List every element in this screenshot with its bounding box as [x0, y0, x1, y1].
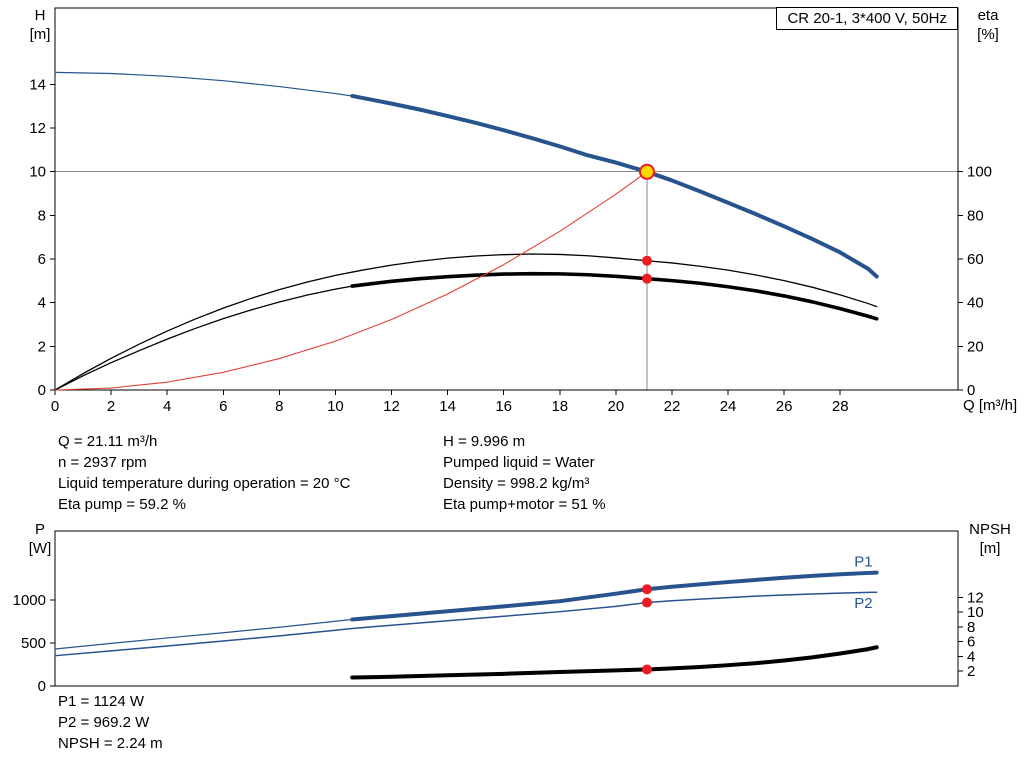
duty-point-qh — [638, 163, 655, 180]
y-right-tick-label: 100 — [967, 164, 992, 181]
pump-model-title: CR 20-1, 3*400 V, 50Hz — [776, 7, 958, 30]
qh-curve-thick — [350, 93, 879, 279]
series-label-P2: P2 — [854, 595, 872, 612]
h-axis-symbol: H — [34, 7, 46, 24]
eta-axis-symbol: eta — [977, 7, 999, 24]
p-axis-label: P [W] — [18, 520, 62, 558]
qh-eta-chart-frame — [54, 7, 959, 391]
y-right-tick-label: 6 — [967, 634, 975, 651]
power-npsh-chart-frame — [54, 530, 959, 687]
operating-data-right: H = 9.996 m Pumped liquid = Water Densit… — [443, 431, 606, 515]
duty-point-p2 — [641, 597, 652, 608]
y-right-tick-label: 12 — [967, 589, 984, 606]
eta-pump-motor-curve-thin — [54, 285, 353, 391]
x-tick-label: 28 — [832, 398, 849, 415]
x-tick-label: 18 — [551, 398, 568, 415]
npsh-curve — [350, 645, 879, 680]
duty-point-npsh — [641, 664, 652, 675]
y-right-tick-label: 0 — [967, 382, 975, 399]
x-tick-label: 24 — [720, 398, 737, 415]
eta-pump-curve — [54, 253, 878, 391]
x-tick-label: 12 — [383, 398, 400, 415]
p2-value: P2 = 969.2 W — [58, 714, 150, 731]
npsh-axis-label: NPSH [m] — [962, 520, 1018, 558]
y-right-tick-label: 8 — [967, 619, 975, 636]
x-tick-label: 14 — [439, 398, 456, 415]
operating-data-left: Q = 21.11 m³/h n = 2937 rpm Liquid tempe… — [58, 431, 350, 515]
x-tick-label: 20 — [608, 398, 625, 415]
npsh-axis-unit: [m] — [979, 540, 1001, 557]
h-axis-unit: [m] — [29, 26, 51, 43]
pumped-liquid-value: Pumped liquid = Water — [443, 454, 595, 471]
y-left-tick-label: 1000 — [13, 592, 46, 609]
y-right-tick-label: 40 — [967, 295, 984, 312]
npsh-value: NPSH = 2.24 m — [58, 735, 163, 752]
y-right-tick-label: 10 — [967, 604, 984, 621]
y-right-tick-label: 80 — [967, 207, 984, 224]
eta-axis-label: eta [%] — [964, 6, 1012, 44]
y-left-tick-label: 4 — [38, 295, 46, 312]
duty-parabola — [54, 171, 648, 391]
y-left-tick-label: 0 — [38, 678, 46, 695]
p-axis-unit: [W] — [28, 540, 52, 557]
x-tick-label: 22 — [664, 398, 681, 415]
x-tick-label: 2 — [107, 398, 115, 415]
qh-curve-thin — [54, 71, 353, 97]
x-tick-label: 8 — [275, 398, 283, 415]
flow-value: Q = 21.11 m³/h — [58, 433, 158, 450]
y-right-tick-label: 4 — [967, 648, 975, 665]
y-right-tick-label: 2 — [967, 663, 975, 680]
y-right-tick-label: 20 — [967, 338, 984, 355]
density-value: Density = 998.2 kg/m³ — [443, 475, 590, 492]
y-left-tick-label: 14 — [29, 76, 46, 93]
x-tick-label: 16 — [495, 398, 512, 415]
y-left-tick-label: 2 — [38, 338, 46, 355]
p1-curve-thin — [54, 618, 353, 650]
y-left-tick-label: 10 — [29, 164, 46, 181]
duty-point-eta-pump-motor — [641, 273, 652, 284]
p2-curve — [54, 591, 878, 657]
p-axis-symbol: P — [34, 521, 45, 538]
y-left-tick-label: 0 — [38, 382, 46, 399]
npsh-axis-symbol: NPSH — [969, 521, 1011, 538]
q-axis-label: Q [m³/h] — [963, 397, 1018, 414]
x-tick-label: 6 — [219, 398, 227, 415]
duty-point-p1 — [641, 584, 652, 595]
x-tick-label: 10 — [327, 398, 344, 415]
x-tick-label: 4 — [163, 398, 171, 415]
eta-pump-motor-curve-thick — [350, 271, 879, 321]
y-left-tick-label: 12 — [29, 120, 46, 137]
y-left-tick-label: 8 — [38, 207, 46, 224]
eta-pump-motor-value: Eta pump+motor = 51 % — [443, 496, 606, 513]
y-left-tick-label: 500 — [21, 635, 46, 652]
y-right-tick-label: 60 — [967, 251, 984, 268]
result-values: P1 = 1124 W P2 = 969.2 W NPSH = 2.24 m — [58, 691, 163, 754]
x-tick-label: 0 — [51, 398, 59, 415]
duty-point-eta-pump — [641, 255, 652, 266]
p1-value: P1 = 1124 W — [58, 693, 145, 710]
series-label-P1: P1 — [854, 553, 872, 570]
head-value: H = 9.996 m — [443, 433, 526, 450]
p1-curve-thick — [350, 570, 879, 622]
eta-pump-value: Eta pump = 59.2 % — [58, 496, 186, 513]
x-tick-label: 26 — [776, 398, 793, 415]
liquid-temperature-value: Liquid temperature during operation = 20… — [58, 475, 351, 492]
speed-value: n = 2937 rpm — [58, 454, 147, 471]
h-axis-label: H [m] — [20, 6, 60, 44]
eta-axis-unit: [%] — [977, 26, 999, 43]
y-left-tick-label: 6 — [38, 251, 46, 268]
